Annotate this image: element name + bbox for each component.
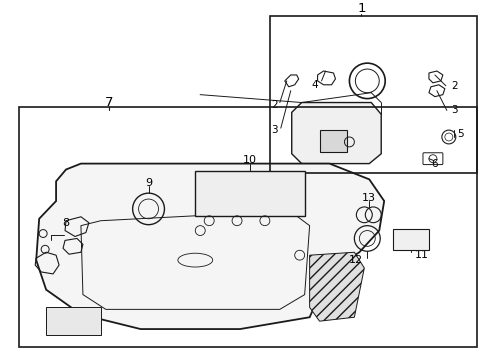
Text: 4: 4	[310, 80, 317, 90]
Text: 9: 9	[144, 178, 152, 188]
FancyBboxPatch shape	[195, 171, 304, 216]
Text: 13: 13	[362, 193, 376, 203]
Polygon shape	[309, 252, 364, 321]
Text: I: I	[409, 234, 412, 244]
Polygon shape	[36, 163, 384, 329]
Bar	[19, 107, 476, 347]
Text: 2: 2	[271, 99, 277, 109]
Polygon shape	[291, 103, 381, 163]
Text: 5: 5	[456, 129, 463, 139]
Bar	[46, 307, 101, 335]
Bar	[319, 130, 346, 152]
Text: 12: 12	[348, 255, 363, 265]
Text: 3: 3	[450, 105, 456, 116]
Text: 10: 10	[243, 155, 256, 165]
Text: 6: 6	[430, 159, 437, 168]
Text: 2: 2	[450, 81, 456, 91]
Bar	[269, 16, 476, 174]
Text: 7: 7	[104, 96, 113, 109]
Text: 11: 11	[414, 250, 428, 260]
Text: 1: 1	[356, 3, 365, 15]
Text: 8: 8	[62, 218, 69, 228]
Text: 3: 3	[271, 125, 277, 135]
FancyBboxPatch shape	[392, 229, 428, 250]
